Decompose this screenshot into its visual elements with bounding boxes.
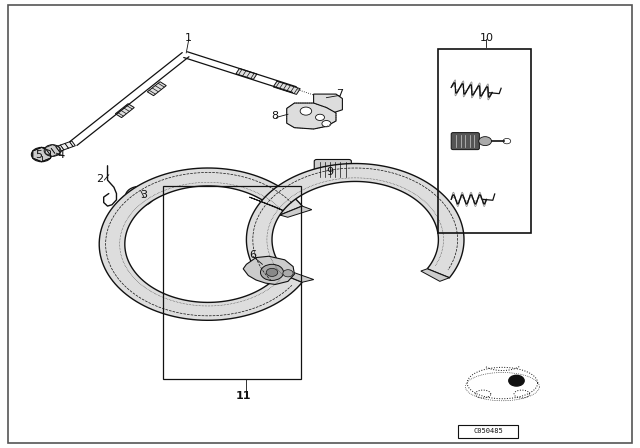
Text: 1: 1	[186, 33, 192, 43]
Bar	[163, 186, 301, 379]
Circle shape	[136, 194, 143, 199]
FancyBboxPatch shape	[44, 141, 76, 155]
Polygon shape	[250, 197, 283, 211]
FancyBboxPatch shape	[147, 82, 166, 96]
FancyBboxPatch shape	[115, 103, 134, 118]
Circle shape	[260, 264, 284, 280]
Polygon shape	[421, 269, 449, 281]
Circle shape	[509, 375, 524, 386]
Polygon shape	[280, 271, 314, 282]
FancyBboxPatch shape	[236, 69, 257, 79]
FancyBboxPatch shape	[314, 159, 351, 179]
FancyBboxPatch shape	[451, 133, 479, 150]
Circle shape	[283, 270, 293, 277]
Polygon shape	[99, 168, 302, 320]
Text: C050485: C050485	[474, 428, 503, 435]
Circle shape	[337, 166, 348, 173]
Polygon shape	[246, 164, 464, 278]
Polygon shape	[280, 206, 312, 217]
Circle shape	[31, 147, 52, 162]
Text: 3: 3	[141, 190, 147, 200]
Circle shape	[44, 145, 61, 156]
Polygon shape	[33, 147, 51, 162]
Circle shape	[322, 121, 331, 127]
Text: 8: 8	[271, 112, 279, 121]
Circle shape	[266, 268, 278, 276]
Circle shape	[321, 167, 329, 172]
Polygon shape	[287, 103, 336, 129]
Text: 7: 7	[335, 89, 343, 99]
Text: 5: 5	[35, 150, 42, 159]
Circle shape	[36, 151, 47, 158]
Circle shape	[125, 186, 154, 206]
Polygon shape	[314, 94, 342, 113]
Circle shape	[316, 114, 324, 121]
Text: 4: 4	[57, 150, 65, 159]
FancyBboxPatch shape	[273, 81, 300, 95]
Text: 11: 11	[236, 392, 251, 401]
Text: 9: 9	[326, 168, 333, 177]
Text: 2: 2	[95, 174, 103, 184]
Circle shape	[131, 190, 148, 202]
Text: 6: 6	[250, 250, 256, 260]
Polygon shape	[243, 256, 294, 284]
Polygon shape	[45, 145, 60, 156]
Text: 10: 10	[479, 33, 493, 43]
Circle shape	[503, 138, 511, 144]
Bar	[458, 425, 518, 438]
Bar	[438, 49, 531, 233]
Circle shape	[300, 107, 312, 115]
Circle shape	[479, 137, 492, 146]
